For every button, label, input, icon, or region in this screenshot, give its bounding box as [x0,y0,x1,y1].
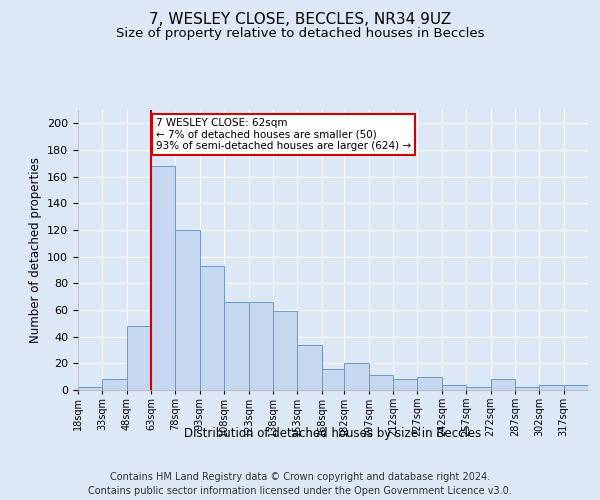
Bar [466,388,491,390]
Bar [442,384,466,390]
Bar [151,166,175,390]
Bar [491,380,515,390]
Bar [297,344,322,390]
Bar [273,312,297,390]
Bar [103,380,127,390]
Bar [539,384,563,390]
Text: Distribution of detached houses by size in Beccles: Distribution of detached houses by size … [184,428,482,440]
Text: Contains HM Land Registry data © Crown copyright and database right 2024.: Contains HM Land Registry data © Crown c… [110,472,490,482]
Y-axis label: Number of detached properties: Number of detached properties [29,157,41,343]
Bar [78,388,103,390]
Bar [224,302,248,390]
Bar [515,388,539,390]
Bar [344,364,369,390]
Text: 7 WESLEY CLOSE: 62sqm
← 7% of detached houses are smaller (50)
93% of semi-detac: 7 WESLEY CLOSE: 62sqm ← 7% of detached h… [156,118,411,151]
Bar [248,302,273,390]
Text: Contains public sector information licensed under the Open Government Licence v3: Contains public sector information licen… [88,486,512,496]
Bar [200,266,224,390]
Bar [563,384,588,390]
Bar [418,376,442,390]
Bar [393,380,418,390]
Text: 7, WESLEY CLOSE, BECCLES, NR34 9UZ: 7, WESLEY CLOSE, BECCLES, NR34 9UZ [149,12,451,28]
Bar [175,230,200,390]
Bar [322,368,346,390]
Bar [369,376,393,390]
Bar [127,326,151,390]
Text: Size of property relative to detached houses in Beccles: Size of property relative to detached ho… [116,28,484,40]
